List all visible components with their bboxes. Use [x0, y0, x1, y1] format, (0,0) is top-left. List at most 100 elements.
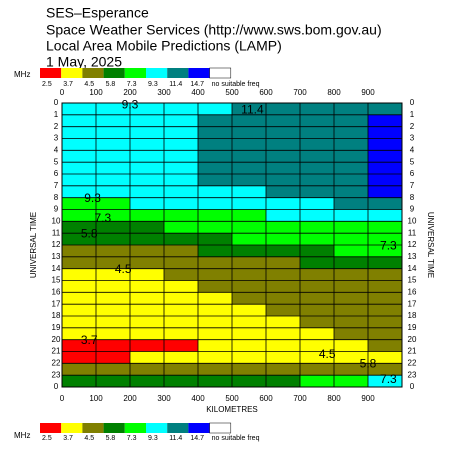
y-tick-label: 0 — [410, 382, 415, 391]
legend-swatch — [103, 423, 125, 433]
cell — [232, 233, 267, 246]
cell — [164, 233, 199, 246]
cell — [232, 221, 267, 234]
cell — [232, 114, 267, 127]
cell — [198, 103, 233, 116]
y-axis-label: UNIVERSAL TIME — [29, 212, 38, 278]
contour-label: 5.8 — [81, 227, 98, 241]
cell — [368, 185, 403, 198]
cell — [232, 351, 267, 364]
cell — [334, 292, 369, 305]
cell — [368, 221, 403, 234]
cell — [62, 339, 97, 352]
cell — [232, 316, 267, 329]
cell — [232, 185, 267, 198]
y-tick-label: 16 — [408, 287, 417, 296]
legend-label: 14.7 — [190, 81, 204, 88]
cell — [300, 256, 335, 269]
cell — [266, 233, 301, 246]
cell — [198, 245, 233, 258]
cell — [232, 327, 267, 340]
cell — [62, 268, 97, 281]
legend-swatch — [188, 423, 210, 433]
cell — [62, 245, 97, 258]
cell — [300, 150, 335, 163]
title-line: 1 May, 2025 — [46, 54, 122, 70]
legend-label: 7.3 — [127, 81, 137, 88]
y-tick-label: 6 — [410, 169, 415, 178]
y-tick-label: 12 — [408, 240, 417, 249]
cell — [232, 162, 267, 175]
cell — [62, 304, 97, 317]
cell — [266, 185, 301, 198]
cell — [96, 162, 131, 175]
x-tick-label: 600 — [259, 394, 273, 403]
cell — [164, 292, 199, 305]
y-tick-label: 8 — [54, 193, 59, 202]
cell — [130, 209, 165, 222]
y-tick-label: 6 — [54, 169, 59, 178]
cell — [164, 150, 199, 163]
cell — [368, 114, 403, 127]
cell — [198, 162, 233, 175]
cell — [164, 327, 199, 340]
x-tick-label: 200 — [123, 394, 137, 403]
cell — [96, 138, 131, 151]
cell — [266, 174, 301, 187]
cell — [198, 339, 233, 352]
y-tick-label: 22 — [408, 358, 417, 367]
cell — [62, 103, 97, 116]
cell — [130, 256, 165, 269]
cell — [266, 292, 301, 305]
cell — [266, 268, 301, 281]
cell — [198, 256, 233, 269]
y-tick-label: 0 — [54, 98, 59, 107]
cell — [334, 375, 369, 388]
cell — [300, 292, 335, 305]
cell — [62, 351, 97, 364]
cell — [300, 197, 335, 210]
y-tick-label: 2 — [410, 122, 415, 131]
cell — [232, 363, 267, 376]
cell — [198, 185, 233, 198]
cell — [198, 268, 233, 281]
y-tick-label: 13 — [52, 252, 61, 261]
x-tick-label: 900 — [361, 394, 375, 403]
cell — [300, 280, 335, 293]
cell — [232, 126, 267, 139]
legend-swatch — [124, 68, 146, 78]
y-tick-label: 11 — [52, 228, 61, 237]
cell — [368, 162, 403, 175]
legend-swatch — [61, 423, 83, 433]
legend-label: 4.5 — [84, 435, 94, 442]
legend-label: 9.3 — [148, 81, 158, 88]
y-tick-label: 12 — [52, 240, 61, 249]
cell — [334, 351, 369, 364]
legend-label: 4.5 — [84, 81, 94, 88]
x-tick-label: 600 — [259, 88, 273, 97]
cell — [334, 162, 369, 175]
cell — [334, 209, 369, 222]
legend-label: 3.7 — [63, 81, 73, 88]
cell — [96, 197, 131, 210]
cell — [300, 114, 335, 127]
cell — [198, 292, 233, 305]
cell — [96, 185, 131, 198]
cell — [368, 197, 403, 210]
y-tick-label: 19 — [408, 323, 417, 332]
y-tick-label: 19 — [52, 323, 61, 332]
cell — [368, 233, 403, 246]
y-tick-label: 9 — [54, 205, 59, 214]
cell — [300, 316, 335, 329]
cell — [368, 339, 403, 352]
cell — [266, 375, 301, 388]
cell — [266, 316, 301, 329]
y-tick-label: 3 — [54, 134, 59, 143]
plot-frame — [61, 102, 403, 388]
x-axis-label: KILOMETRES — [206, 405, 258, 414]
cell — [164, 126, 199, 139]
cell — [62, 316, 97, 329]
cell — [334, 363, 369, 376]
cell — [232, 197, 267, 210]
cell — [96, 292, 131, 305]
